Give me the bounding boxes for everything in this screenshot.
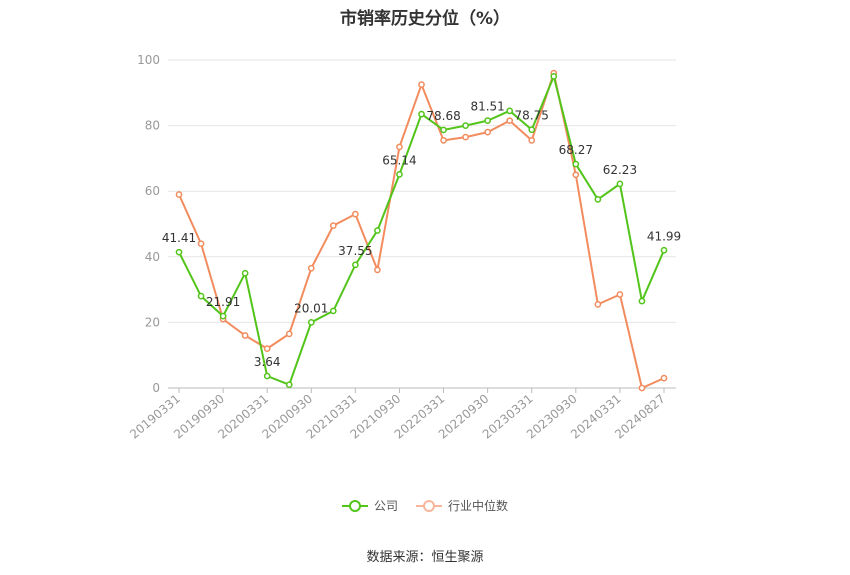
- data-point[interactable]: [594, 196, 602, 203]
- data-label: 20.01: [294, 301, 328, 315]
- legend-label-company: 公司: [373, 499, 398, 513]
- data-point[interactable]: [616, 291, 624, 298]
- data-point[interactable]: [462, 133, 469, 141]
- data-point[interactable]: [219, 312, 227, 320]
- data-point[interactable]: [307, 319, 315, 326]
- y-tick-label: 60: [145, 184, 160, 198]
- data-point[interactable]: [440, 126, 447, 134]
- data-point[interactable]: [329, 307, 337, 315]
- x-axis: [168, 387, 676, 393]
- y-tick-label: 100: [137, 53, 160, 67]
- data-point[interactable]: [660, 374, 668, 382]
- data-point[interactable]: [307, 264, 315, 272]
- legend-marker-company: [341, 499, 368, 512]
- data-point[interactable]: [418, 110, 425, 118]
- legend-item-industry-median[interactable]: 行业中位数: [416, 497, 508, 514]
- data-point[interactable]: [285, 381, 293, 389]
- data-label: 21.91: [206, 295, 240, 309]
- data-label: 78.75: [515, 109, 549, 123]
- y-tick-label: 20: [145, 315, 160, 329]
- data-point[interactable]: [396, 170, 403, 178]
- data-point[interactable]: [638, 297, 646, 305]
- y-tick-label: 0: [152, 381, 160, 395]
- legend-item-company[interactable]: 公司: [341, 497, 398, 514]
- data-point[interactable]: [241, 269, 249, 277]
- data-point[interactable]: [594, 301, 602, 308]
- data-point[interactable]: [263, 372, 271, 380]
- data-label: 81.51: [470, 100, 504, 114]
- data-point[interactable]: [241, 332, 249, 339]
- data-point[interactable]: [197, 240, 205, 248]
- grid-lines: [168, 59, 676, 389]
- data-label: 3.64: [254, 355, 281, 369]
- data-point[interactable]: [616, 180, 624, 188]
- data-point[interactable]: [660, 246, 668, 254]
- chart-title: 市销率历史分位（%）: [339, 9, 511, 29]
- series-line-1: [178, 69, 665, 390]
- data-point[interactable]: [550, 73, 558, 80]
- legend-marker-industry-median: [416, 499, 442, 512]
- data-point[interactable]: [484, 117, 491, 124]
- data-point[interactable]: [572, 171, 580, 179]
- data-point[interactable]: [263, 345, 271, 352]
- data-point[interactable]: [374, 227, 381, 234]
- data-point[interactable]: [396, 143, 403, 151]
- data-labels: 41.41 21.91 3.64 20.01 37.55 65.14 78.68 81.51 7…: [162, 100, 681, 369]
- x-tick-labels: 2019033120190930202003312020093020210331…: [127, 392, 668, 442]
- data-point[interactable]: [638, 384, 646, 392]
- data-point[interactable]: [374, 266, 381, 274]
- data-label: 41.99: [647, 229, 681, 243]
- data-point[interactable]: [484, 128, 491, 136]
- data-point[interactable]: [175, 248, 183, 256]
- data-point[interactable]: [528, 137, 536, 144]
- data-label: 41.41: [162, 231, 196, 245]
- data-point[interactable]: [175, 191, 183, 198]
- data-label: 65.14: [382, 153, 416, 167]
- legend-label-industry-median: 行业中位数: [448, 499, 509, 513]
- data-source: 数据来源：恒生聚源: [366, 550, 484, 565]
- data-point[interactable]: [329, 222, 337, 229]
- y-tick-label: 40: [145, 250, 160, 264]
- data-point[interactable]: [506, 107, 514, 115]
- data-point[interactable]: [440, 137, 447, 144]
- data-label: 68.27: [559, 143, 593, 157]
- y-tick-label: 80: [145, 119, 160, 133]
- legend: 公司 行业中位数: [0, 497, 850, 514]
- data-label: 62.23: [603, 163, 637, 177]
- data-label: 37.55: [338, 244, 372, 258]
- data-point[interactable]: [285, 330, 293, 338]
- data-point[interactable]: [528, 126, 536, 134]
- data-point[interactable]: [352, 261, 359, 269]
- data-point[interactable]: [506, 117, 514, 125]
- data-point[interactable]: [197, 292, 205, 300]
- series-group: [175, 69, 668, 392]
- data-point[interactable]: [462, 122, 469, 129]
- y-tick-labels: 0 20 40 60 80 100: [137, 53, 160, 395]
- data-label: 78.68: [426, 109, 460, 123]
- data-point[interactable]: [418, 81, 425, 88]
- data-point[interactable]: [572, 160, 580, 168]
- data-point[interactable]: [352, 210, 359, 218]
